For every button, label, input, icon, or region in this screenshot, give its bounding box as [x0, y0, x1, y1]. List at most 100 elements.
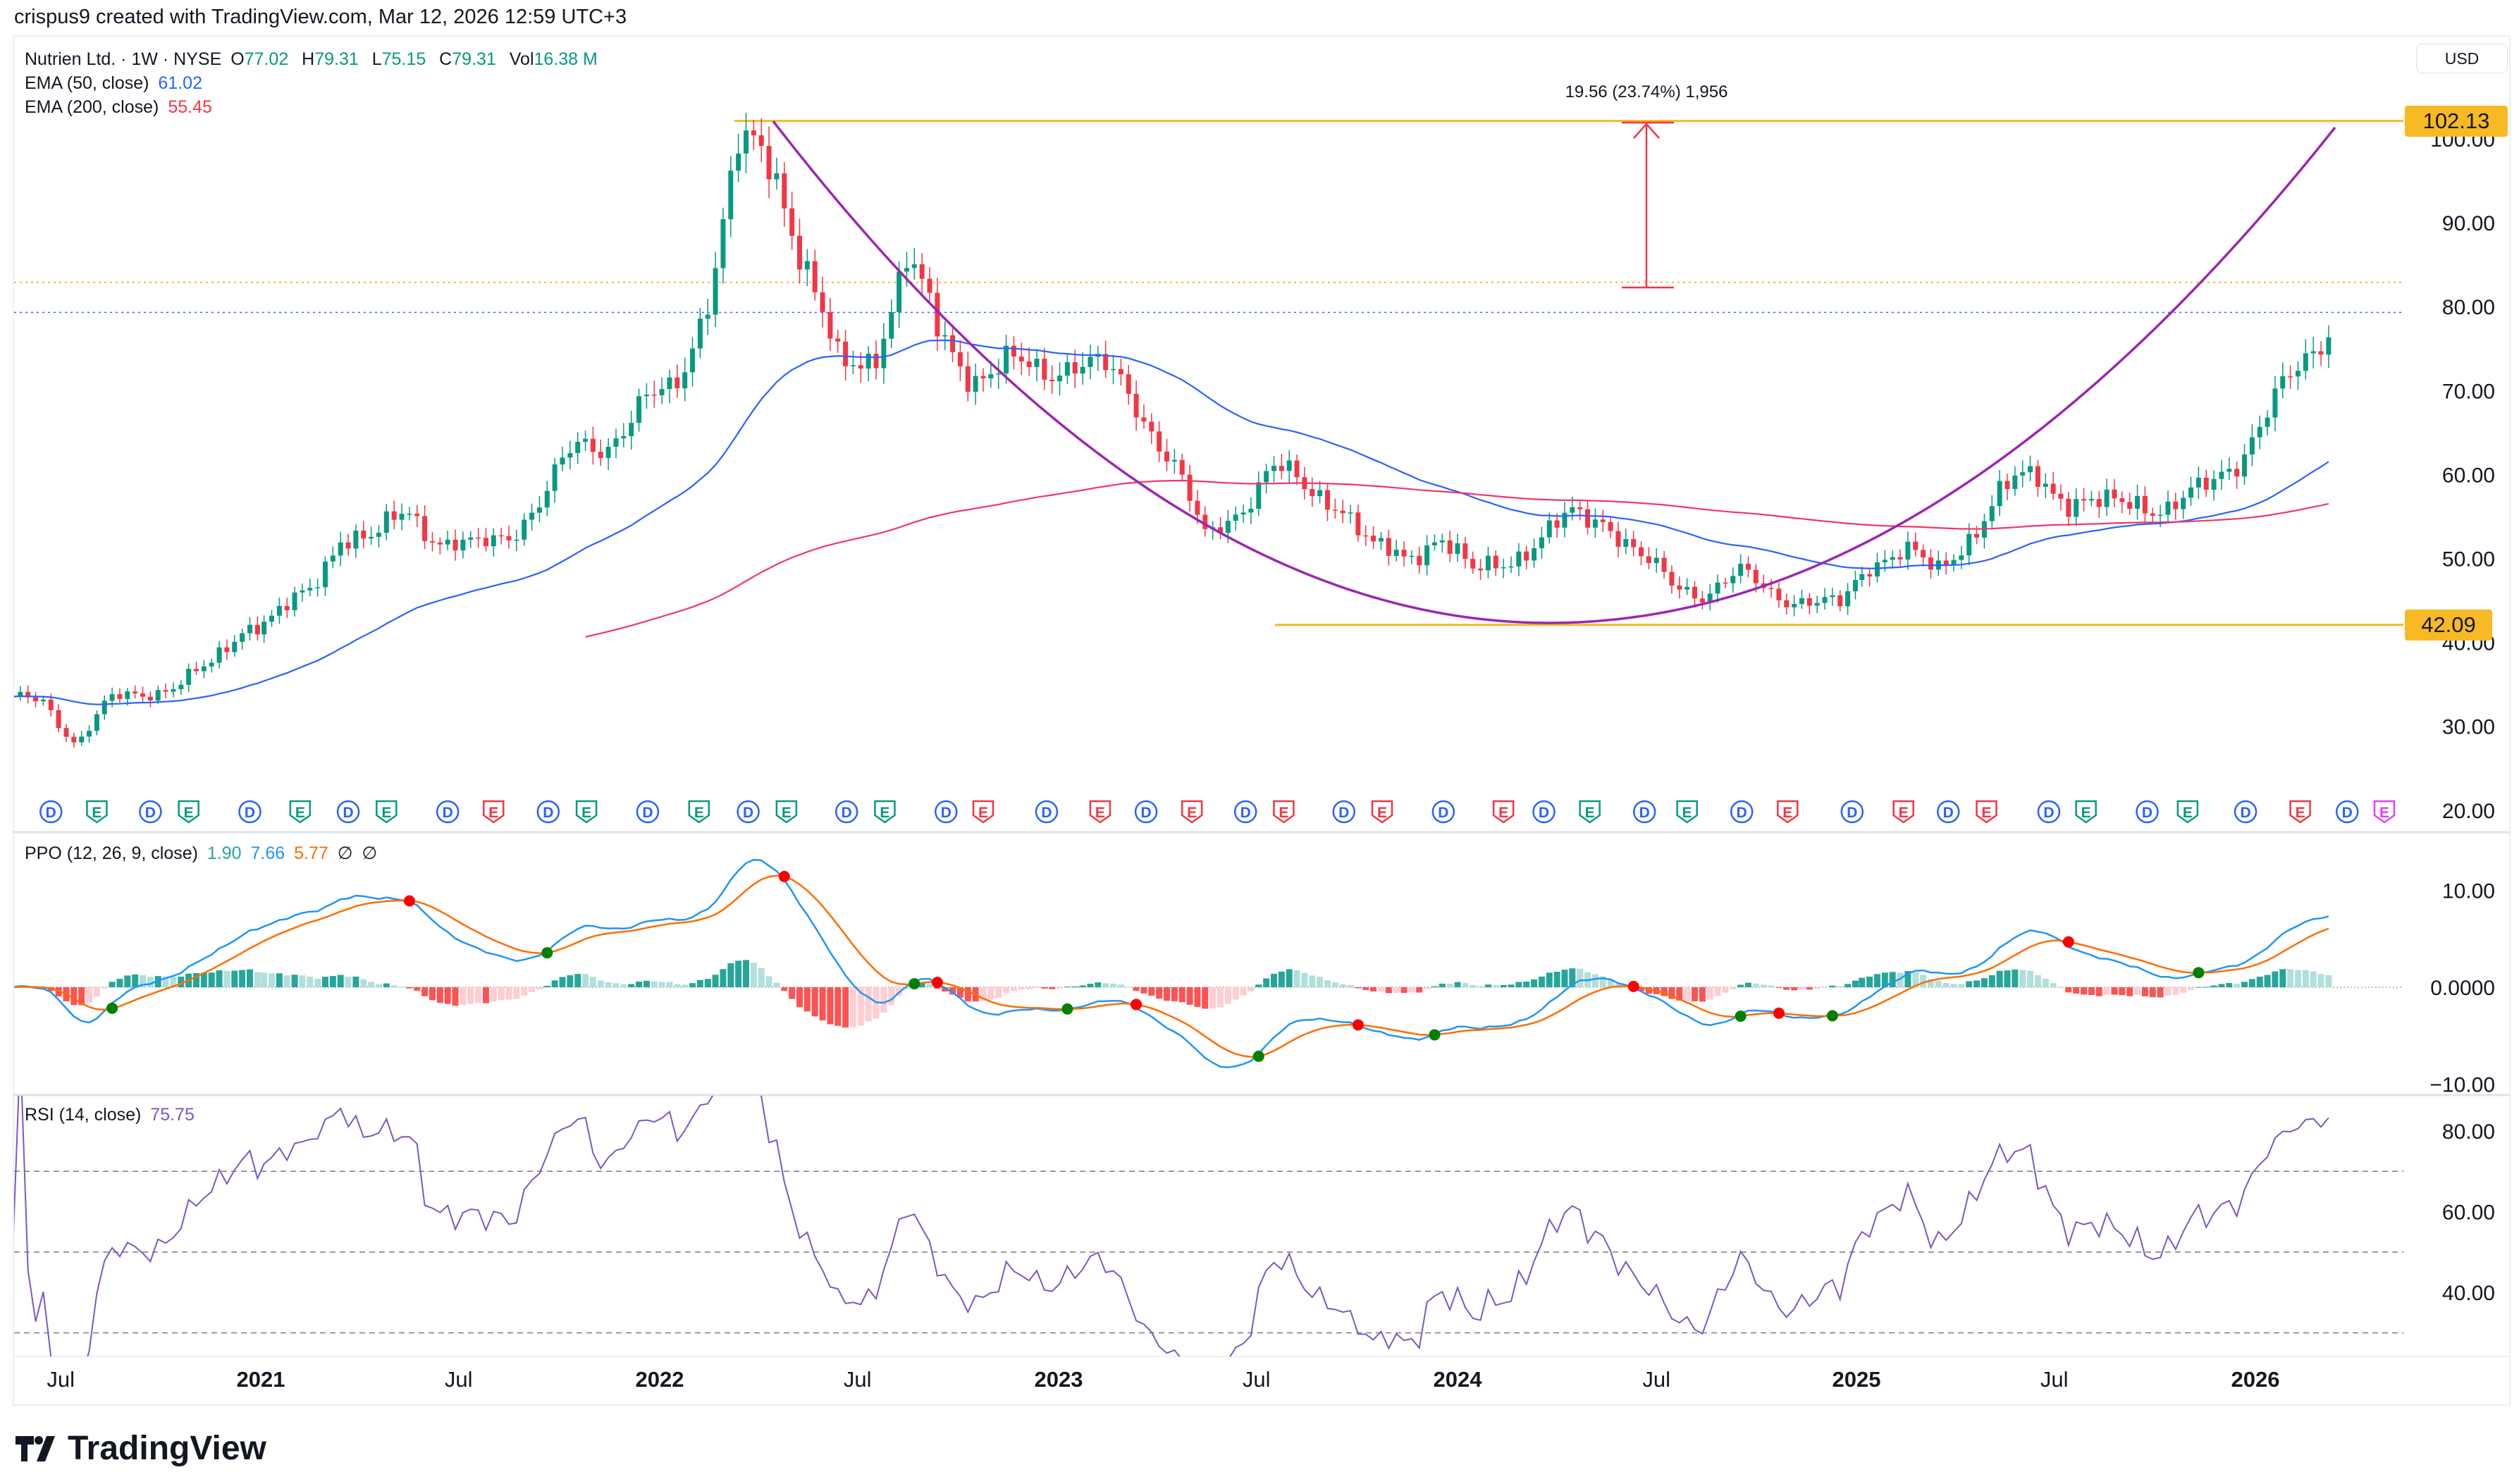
candle[interactable]	[2219, 459, 2224, 490]
candle[interactable]	[2028, 455, 2033, 481]
candle[interactable]	[1371, 526, 1376, 549]
candle[interactable]	[1133, 381, 1139, 431]
candle[interactable]	[1095, 345, 1101, 371]
candle[interactable]	[1355, 505, 1361, 542]
candle[interactable]	[1179, 453, 1185, 481]
candle[interactable]	[2058, 484, 2064, 511]
candle[interactable]	[1004, 334, 1009, 384]
candle[interactable]	[506, 525, 512, 549]
candle[interactable]	[1264, 464, 1269, 494]
candle[interactable]	[10, 693, 16, 703]
dividend-marker[interactable]: D	[2136, 800, 2159, 824]
candle[interactable]	[1592, 508, 1598, 538]
candle[interactable]	[1822, 588, 1828, 610]
candle[interactable]	[1745, 556, 1751, 578]
candle[interactable]	[1424, 535, 1430, 576]
candle[interactable]	[2211, 470, 2217, 501]
candle[interactable]	[2096, 490, 2102, 519]
candle[interactable]	[835, 329, 841, 353]
candle[interactable]	[2265, 410, 2270, 436]
candle[interactable]	[178, 680, 184, 695]
dividend-marker[interactable]: D	[238, 800, 261, 824]
candle[interactable]	[1730, 567, 1736, 593]
candle[interactable]	[1806, 593, 1812, 614]
candle[interactable]	[758, 118, 764, 163]
candle[interactable]	[1034, 349, 1040, 382]
candle[interactable]	[2303, 339, 2308, 380]
candle[interactable]	[232, 635, 238, 657]
candle[interactable]	[1539, 526, 1544, 559]
earnings-marker[interactable]: E	[483, 800, 505, 824]
candle[interactable]	[1792, 595, 1797, 617]
candle[interactable]	[2150, 507, 2155, 524]
candle[interactable]	[429, 531, 435, 552]
candle[interactable]	[269, 610, 275, 627]
candle[interactable]	[56, 704, 61, 733]
candle[interactable]	[881, 323, 887, 384]
candle[interactable]	[353, 524, 359, 558]
candle[interactable]	[1859, 567, 1865, 587]
earnings-marker[interactable]: E	[178, 800, 199, 824]
ppo-pane[interactable]	[9, 858, 2403, 1069]
candle[interactable]	[1348, 505, 1353, 524]
candle[interactable]	[1072, 350, 1078, 388]
candle[interactable]	[1011, 336, 1016, 370]
candle[interactable]	[1554, 513, 1560, 538]
candle[interactable]	[957, 340, 963, 381]
candle[interactable]	[567, 440, 573, 470]
candle[interactable]	[284, 598, 290, 619]
candle[interactable]	[1585, 500, 1591, 535]
earnings-marker[interactable]: E	[1579, 800, 1601, 824]
candle[interactable]	[1776, 582, 1782, 608]
candle[interactable]	[1218, 517, 1224, 540]
candle[interactable]	[1057, 362, 1063, 395]
candle[interactable]	[774, 157, 780, 190]
candle[interactable]	[1951, 554, 1957, 572]
candle[interactable]	[751, 120, 756, 151]
rsi-pane[interactable]	[13, 1050, 2403, 1410]
candle[interactable]	[2081, 488, 2087, 512]
candle[interactable]	[590, 426, 596, 465]
candle[interactable]	[1378, 532, 1384, 550]
candle[interactable]	[690, 337, 696, 387]
candle[interactable]	[636, 388, 642, 432]
candle[interactable]	[2088, 490, 2094, 507]
candle[interactable]	[1233, 506, 1238, 531]
candle[interactable]	[804, 249, 810, 286]
candle[interactable]	[171, 682, 176, 698]
candle[interactable]	[2181, 490, 2186, 519]
candle[interactable]	[629, 410, 634, 450]
candle[interactable]	[1478, 559, 1484, 580]
candle[interactable]	[315, 579, 321, 597]
candle[interactable]	[1324, 483, 1330, 521]
candle[interactable]	[2012, 466, 2018, 496]
candle[interactable]	[2234, 462, 2240, 489]
dividend-marker[interactable]: D	[2234, 800, 2258, 824]
earnings-marker[interactable]: E	[2075, 800, 2097, 824]
candle[interactable]	[973, 364, 978, 405]
candle[interactable]	[2035, 459, 2040, 497]
candle[interactable]	[1485, 547, 1491, 579]
candle[interactable]	[2074, 488, 2079, 526]
candle[interactable]	[1600, 509, 1606, 533]
candle[interactable]	[1692, 581, 1697, 608]
candle[interactable]	[1080, 352, 1085, 385]
earnings-marker[interactable]: E	[2176, 800, 2199, 824]
candle[interactable]	[2004, 474, 2010, 500]
candle[interactable]	[460, 531, 466, 559]
candle[interactable]	[919, 253, 925, 295]
candle[interactable]	[2043, 473, 2048, 499]
candle[interactable]	[33, 692, 39, 707]
candle[interactable]	[1921, 544, 1926, 567]
candle[interactable]	[1715, 574, 1720, 603]
candle[interactable]	[422, 505, 428, 550]
dividend-marker[interactable]: D	[1233, 800, 1257, 824]
candle[interactable]	[491, 528, 496, 557]
dividend-marker[interactable]: D	[1532, 800, 1556, 824]
candle[interactable]	[1470, 551, 1476, 574]
candle[interactable]	[965, 352, 971, 402]
candle[interactable]	[1639, 541, 1644, 566]
candle[interactable]	[194, 661, 199, 675]
candle[interactable]	[1524, 545, 1529, 569]
candle[interactable]	[2288, 365, 2293, 390]
